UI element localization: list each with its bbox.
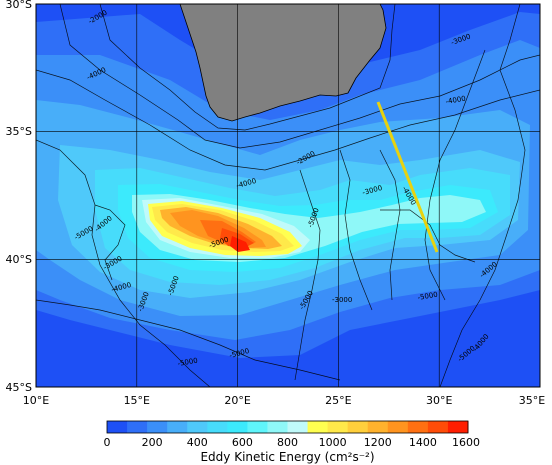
colorbar: 0 200 400 600 800 1000 1200 1400 1600 Ed… (104, 420, 481, 464)
colorbar-tick-label: 0 (104, 436, 111, 449)
colorbar-swatch (307, 421, 329, 433)
colorbar-swatch (147, 421, 168, 433)
colorbar-tick-label: 200 (142, 436, 163, 449)
latitude-axis: 30°S 35°S 40°S 45°S (6, 0, 32, 394)
contour-label: -4000 (445, 95, 466, 106)
lon-tick-label: 35°E (519, 394, 545, 407)
colorbar-swatch (427, 421, 449, 433)
lon-tick-label: 15°E (124, 394, 150, 407)
colorbar-tick-label: 1000 (319, 436, 347, 449)
colorbar-swatch (167, 421, 188, 433)
lat-tick-label: 40°S (6, 253, 32, 266)
colorbar-swatch (447, 421, 469, 433)
contour-label: -5000 (177, 357, 198, 368)
lat-tick-label: 35°S (6, 125, 32, 138)
colorbar-tick-label: 400 (187, 436, 208, 449)
lon-tick-label: 10°E (23, 394, 49, 407)
colorbar-ticks: 0 200 400 600 800 1000 1200 1400 1600 (104, 436, 481, 449)
colorbar-swatch (107, 421, 128, 433)
colorbar-swatches (107, 421, 469, 433)
colorbar-tick-label: 1200 (364, 436, 392, 449)
map-frame (35, 3, 541, 388)
colorbar-swatch (407, 421, 429, 433)
colorbar-tick-label: 800 (277, 436, 298, 449)
colorbar-swatch (187, 421, 208, 433)
contour-label: -3000 (332, 296, 352, 304)
longitude-axis: 10°E 15°E 20°E 25°E 30°E 35°E (23, 394, 545, 407)
colorbar-title: Eddy Kinetic Energy (cm²s⁻²) (200, 450, 374, 464)
colorbar-swatch (247, 421, 268, 433)
lat-tick-label: 30°S (6, 0, 32, 11)
colorbar-swatch (367, 421, 389, 433)
colorbar-swatch (327, 421, 349, 433)
colorbar-swatch (287, 421, 309, 433)
map-panel: -2000 -3000 -4000 -4000 -2000 -4000 -500… (36, 4, 540, 387)
transect-line (376, 101, 439, 253)
colorbar-tick-label: 1600 (452, 436, 480, 449)
colorbar-tick-label: 600 (232, 436, 253, 449)
eke-band-1600 (230, 236, 250, 252)
africa-landmass (179, 4, 387, 122)
colorbar-swatch (267, 421, 288, 433)
colorbar-swatch (127, 421, 148, 433)
colorbar-swatch (207, 421, 228, 433)
contour-label: -5000 (417, 291, 438, 302)
lon-tick-label: 20°E (224, 394, 250, 407)
colorbar-frame (106, 420, 469, 434)
bathymetry-contours (36, 4, 540, 387)
colorbar-swatch (347, 421, 369, 433)
colorbar-swatch (387, 421, 409, 433)
colorbar-swatch (227, 421, 248, 433)
lon-tick-label: 30°E (426, 394, 452, 407)
lon-tick-label: 25°E (325, 394, 351, 407)
graticule (36, 4, 540, 387)
lat-tick-label: 45°S (6, 381, 32, 394)
colorbar-tick-label: 1400 (409, 436, 437, 449)
